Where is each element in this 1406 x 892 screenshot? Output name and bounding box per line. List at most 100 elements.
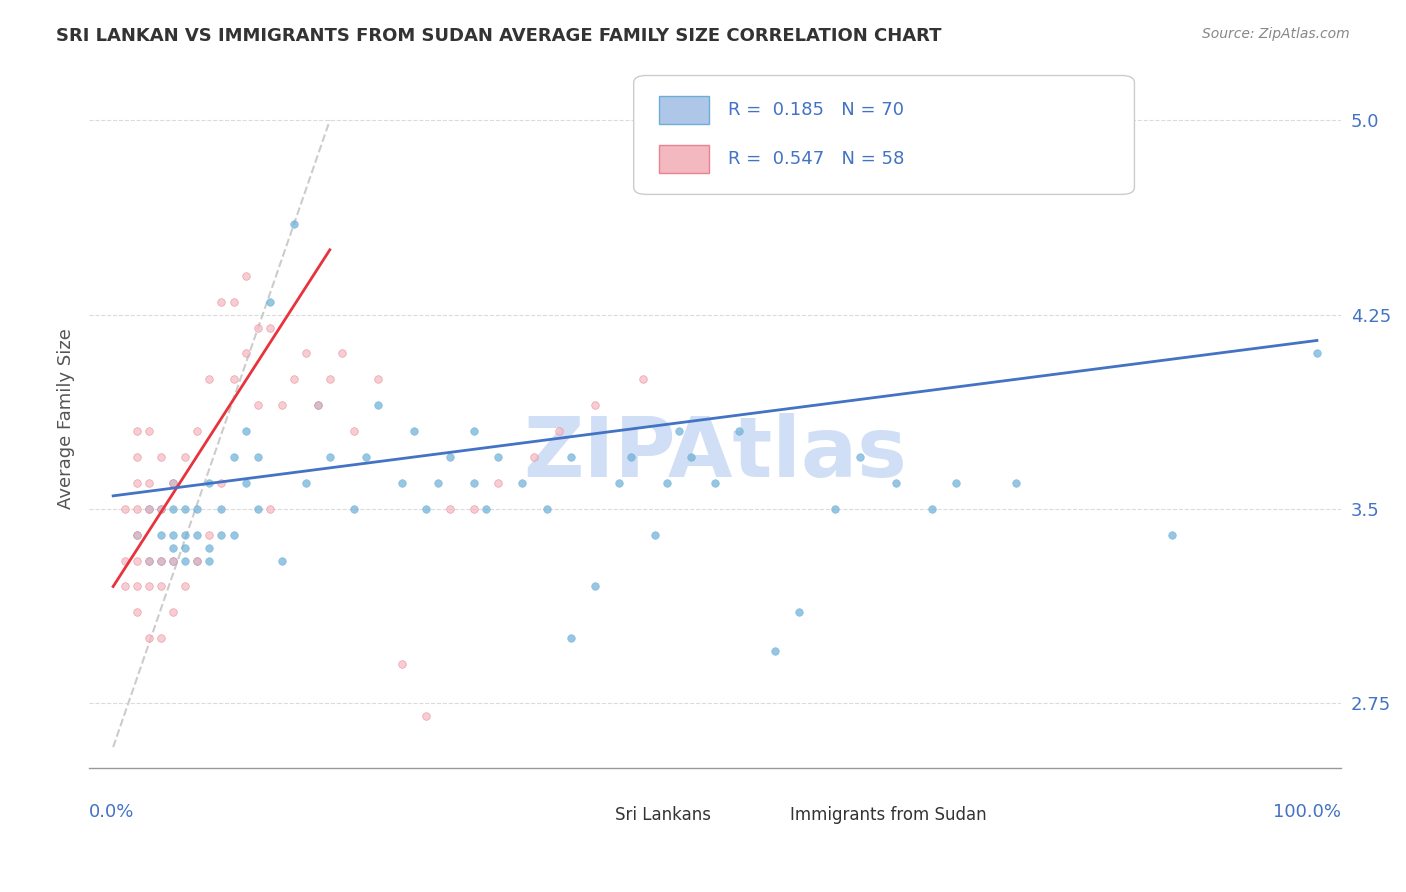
Point xyxy=(127,450,149,464)
Point xyxy=(475,501,498,516)
Point xyxy=(150,450,173,464)
Point xyxy=(427,475,450,490)
Point xyxy=(114,501,136,516)
Text: Immigrants from Sudan: Immigrants from Sudan xyxy=(790,806,987,824)
Point xyxy=(763,644,786,658)
Point xyxy=(259,501,281,516)
Point xyxy=(294,346,316,360)
Point xyxy=(235,268,257,283)
Point xyxy=(150,579,173,593)
Point xyxy=(198,541,221,555)
Point xyxy=(367,372,389,386)
FancyBboxPatch shape xyxy=(634,76,1135,194)
Point xyxy=(174,579,197,593)
Point xyxy=(138,424,160,438)
Point xyxy=(186,527,208,541)
Point xyxy=(198,553,221,567)
Point xyxy=(138,475,160,490)
Point xyxy=(127,475,149,490)
Point xyxy=(259,294,281,309)
Point xyxy=(198,475,221,490)
Point xyxy=(246,320,269,334)
Point xyxy=(560,632,582,646)
Point xyxy=(186,553,208,567)
Point xyxy=(211,475,233,490)
Point xyxy=(186,501,208,516)
Point xyxy=(789,606,811,620)
Point xyxy=(294,475,316,490)
Point xyxy=(704,475,727,490)
Point xyxy=(367,398,389,412)
Point xyxy=(246,398,269,412)
Point xyxy=(583,398,606,412)
Point xyxy=(463,424,485,438)
Point xyxy=(174,450,197,464)
Point xyxy=(523,450,546,464)
Point xyxy=(162,541,184,555)
Point xyxy=(283,372,305,386)
Point xyxy=(1005,475,1028,490)
Point xyxy=(174,527,197,541)
Point xyxy=(222,450,245,464)
Point xyxy=(631,372,654,386)
Text: 0.0%: 0.0% xyxy=(89,803,135,821)
Point xyxy=(174,541,197,555)
Point xyxy=(668,424,690,438)
Point xyxy=(391,657,413,672)
Point xyxy=(246,501,269,516)
Text: R =  0.185   N = 70: R = 0.185 N = 70 xyxy=(727,102,904,120)
Point xyxy=(150,527,173,541)
Point xyxy=(547,424,569,438)
Point xyxy=(415,709,437,723)
Text: ZIPAtlas: ZIPAtlas xyxy=(523,413,907,493)
Point xyxy=(127,579,149,593)
Point xyxy=(307,398,329,412)
Point xyxy=(211,294,233,309)
FancyBboxPatch shape xyxy=(740,806,778,823)
Point xyxy=(114,553,136,567)
Point xyxy=(319,372,342,386)
Point xyxy=(138,632,160,646)
Text: Sri Lankans: Sri Lankans xyxy=(614,806,711,824)
Point xyxy=(162,475,184,490)
Point xyxy=(162,501,184,516)
Point xyxy=(343,424,366,438)
Point xyxy=(679,450,702,464)
Point xyxy=(463,475,485,490)
Y-axis label: Average Family Size: Average Family Size xyxy=(58,327,75,508)
Point xyxy=(486,450,509,464)
FancyBboxPatch shape xyxy=(658,145,709,173)
Point xyxy=(270,553,292,567)
Point xyxy=(138,579,160,593)
Point xyxy=(583,579,606,593)
Point xyxy=(150,501,173,516)
Point xyxy=(127,501,149,516)
Point xyxy=(330,346,353,360)
Point xyxy=(174,501,197,516)
Text: Source: ZipAtlas.com: Source: ZipAtlas.com xyxy=(1202,27,1350,41)
Point xyxy=(945,475,967,490)
Point xyxy=(620,450,643,464)
FancyBboxPatch shape xyxy=(565,806,602,823)
Point xyxy=(162,606,184,620)
Point xyxy=(512,475,534,490)
Point xyxy=(186,553,208,567)
Point xyxy=(884,475,907,490)
Point xyxy=(728,424,751,438)
Point xyxy=(138,553,160,567)
Point xyxy=(1306,346,1329,360)
Point xyxy=(404,424,426,438)
Point xyxy=(439,450,461,464)
Point xyxy=(174,553,197,567)
Point xyxy=(607,475,630,490)
Point xyxy=(211,527,233,541)
Point xyxy=(655,475,678,490)
Point xyxy=(536,501,558,516)
Point xyxy=(138,501,160,516)
Text: SRI LANKAN VS IMMIGRANTS FROM SUDAN AVERAGE FAMILY SIZE CORRELATION CHART: SRI LANKAN VS IMMIGRANTS FROM SUDAN AVER… xyxy=(56,27,942,45)
Point xyxy=(198,372,221,386)
Point xyxy=(270,398,292,412)
Point xyxy=(824,501,846,516)
Point xyxy=(463,501,485,516)
Text: 100.0%: 100.0% xyxy=(1272,803,1341,821)
